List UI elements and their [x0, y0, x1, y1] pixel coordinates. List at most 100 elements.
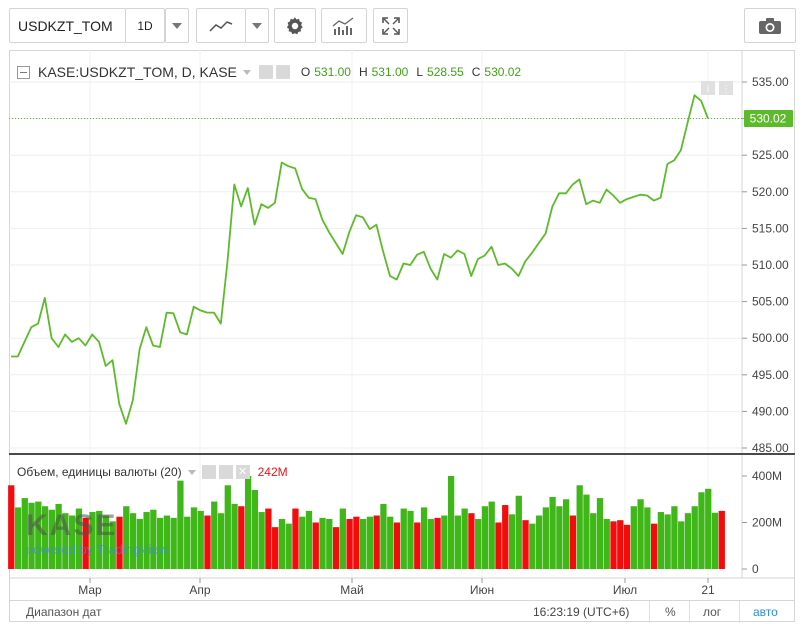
price-tick-label: 505.00: [752, 295, 789, 309]
price-series-line: [11, 94, 709, 425]
price-tick-label: 535.00: [752, 75, 789, 89]
volume-bar: [515, 495, 522, 569]
gear-icon[interactable]: [218, 465, 233, 479]
high-label: H: [358, 65, 368, 79]
volume-bar: [197, 510, 204, 569]
volume-bar: [116, 516, 123, 569]
close-label: C: [471, 65, 481, 79]
last-price-badge: 530.02: [744, 109, 793, 127]
time-tick-label: 21: [701, 583, 715, 597]
kase-logo: KASE: [26, 509, 118, 542]
volume-bar: [48, 509, 55, 569]
volume-bar: [299, 516, 306, 569]
volume-bar: [569, 515, 577, 569]
volume-bar: [305, 510, 313, 569]
volume-bar: [718, 510, 725, 569]
interval-button[interactable]: 1D: [125, 8, 165, 43]
volume-bar: [136, 519, 143, 569]
chevron-down-icon: [172, 22, 182, 29]
volume-bar: [542, 507, 549, 569]
volume-tick-label: 0: [752, 562, 759, 576]
pane-separator[interactable]: [9, 453, 795, 455]
log-toggle[interactable]: лог: [703, 605, 722, 619]
volume-value: 242M: [257, 465, 288, 479]
volume-bar: [698, 492, 705, 569]
volume-bar: [143, 512, 150, 569]
time-tick-label: Мар: [78, 583, 102, 597]
volume-bar: [326, 519, 333, 569]
gear-icon[interactable]: [275, 65, 290, 79]
price-tick-label: 490.00: [752, 404, 789, 418]
time-tick-label: Июн: [470, 583, 494, 597]
chart-style-dropdown-button[interactable]: [245, 8, 269, 43]
close-icon[interactable]: ✕: [235, 465, 250, 479]
volume-bar: [400, 508, 407, 569]
price-tick-label: 510.00: [752, 258, 789, 272]
eye-icon[interactable]: [201, 465, 216, 479]
collapse-icon[interactable]: [17, 65, 30, 79]
volume-bar: [671, 506, 678, 569]
close-value: 530.02: [484, 65, 522, 79]
price-tick-label: 520.00: [752, 185, 789, 199]
volume-bar: [387, 516, 394, 569]
volume-tick-label: 400M: [752, 469, 782, 483]
volume-axis: 400M 200M 0: [742, 469, 782, 576]
scale-right-button: [719, 81, 733, 95]
volume-bar: [420, 507, 428, 569]
indicators-button[interactable]: [321, 8, 367, 43]
percent-toggle[interactable]: %: [665, 605, 676, 619]
chevron-down-icon[interactable]: [242, 69, 251, 75]
eye-icon[interactable]: [258, 65, 273, 79]
volume-bar: [637, 499, 644, 569]
settings-button[interactable]: [274, 8, 316, 43]
toolbar: USDKZT_TOM 1D: [0, 0, 804, 50]
volume-bar: [346, 519, 353, 569]
chart-frame: [9, 50, 795, 622]
fullscreen-icon: [381, 16, 400, 35]
volume-bar: [312, 522, 319, 569]
volume-bar: [603, 519, 610, 569]
low-label: L: [416, 65, 424, 79]
interval-dropdown-button[interactable]: [165, 8, 189, 43]
volume-bar: [508, 514, 516, 569]
snapshot-button[interactable]: [744, 8, 796, 43]
volume-bar: [461, 508, 468, 569]
last-price-badge-bg: [744, 109, 793, 127]
open-value: 531.00: [314, 65, 351, 79]
volume-bar: [129, 513, 137, 569]
volume-bar: [427, 519, 434, 569]
chevron-down-icon[interactable]: [187, 469, 196, 475]
volume-bar: [529, 523, 536, 569]
volume-bar: [35, 501, 42, 569]
date-range-button[interactable]: Диапазон дат: [26, 605, 102, 619]
volume-bar: [447, 476, 455, 569]
grid: [9, 50, 742, 578]
time-axis: Мар Апр Май Июн Июл 21: [78, 578, 715, 597]
line-chart-icon: [209, 20, 233, 32]
volume-bar: [190, 507, 198, 569]
price-tick-label: 525.00: [752, 148, 789, 162]
symbol-label: USDKZT_TOM: [18, 17, 113, 34]
volume-bar: [684, 513, 692, 569]
volume-bar: [630, 506, 637, 569]
volume-bar: [468, 513, 475, 569]
volume-bar: [231, 503, 238, 569]
volume-bar: [21, 498, 28, 569]
volume-bars: [8, 476, 725, 569]
volume-bar: [292, 508, 299, 569]
auto-toggle[interactable]: авто: [753, 605, 778, 619]
volume-bar: [244, 476, 252, 569]
indicators-icon: [332, 16, 354, 35]
volume-bar: [55, 503, 62, 569]
volume-bar: [251, 489, 258, 569]
volume-bar: [705, 488, 712, 569]
fullscreen-button[interactable]: [373, 8, 408, 43]
volume-bar: [332, 527, 340, 569]
price-tick-label: 495.00: [752, 368, 789, 382]
symbol-search-button[interactable]: USDKZT_TOM: [9, 8, 126, 43]
volume-bar: [163, 515, 171, 569]
bottom-bar: Диапазон дат 16:23:19 (UTC+6) % лог авто: [9, 600, 795, 623]
scale-buttons: i ⋮: [701, 81, 733, 95]
price-axis: 535.00530.00525.00520.00515.00510.00505.…: [742, 75, 789, 455]
